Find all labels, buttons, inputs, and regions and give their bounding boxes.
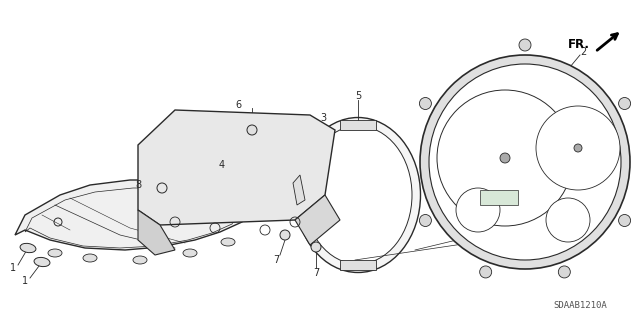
- Text: 5: 5: [355, 91, 361, 101]
- Polygon shape: [138, 110, 335, 225]
- Ellipse shape: [133, 256, 147, 264]
- Text: 6: 6: [235, 100, 241, 110]
- Circle shape: [574, 144, 582, 152]
- Text: 1: 1: [10, 263, 16, 273]
- Circle shape: [419, 98, 431, 109]
- Text: 7: 7: [313, 268, 319, 278]
- Circle shape: [619, 98, 630, 109]
- Text: 3: 3: [320, 113, 326, 123]
- Ellipse shape: [420, 55, 630, 269]
- Ellipse shape: [536, 106, 620, 190]
- Circle shape: [500, 153, 510, 163]
- Text: FR.: FR.: [568, 38, 590, 50]
- Ellipse shape: [183, 249, 197, 257]
- Circle shape: [519, 39, 531, 51]
- Circle shape: [311, 242, 321, 252]
- Ellipse shape: [83, 254, 97, 262]
- Text: 7: 7: [273, 255, 279, 265]
- Ellipse shape: [221, 238, 235, 246]
- Polygon shape: [15, 180, 248, 250]
- Circle shape: [479, 266, 492, 278]
- Text: SDAAB1210A: SDAAB1210A: [553, 300, 607, 309]
- Circle shape: [558, 266, 570, 278]
- Ellipse shape: [456, 188, 500, 232]
- Ellipse shape: [429, 64, 621, 260]
- Circle shape: [280, 230, 290, 240]
- Circle shape: [247, 125, 257, 135]
- Ellipse shape: [304, 126, 412, 264]
- Polygon shape: [340, 260, 376, 270]
- Circle shape: [619, 214, 630, 226]
- Ellipse shape: [34, 257, 50, 267]
- Text: 2: 2: [580, 47, 586, 57]
- Polygon shape: [138, 210, 175, 255]
- Polygon shape: [295, 195, 340, 245]
- Polygon shape: [480, 190, 518, 205]
- Ellipse shape: [546, 198, 590, 242]
- Ellipse shape: [20, 243, 36, 253]
- Text: 1: 1: [22, 276, 28, 286]
- Ellipse shape: [296, 117, 420, 272]
- Polygon shape: [340, 120, 376, 130]
- Ellipse shape: [48, 249, 62, 257]
- Text: 4: 4: [219, 160, 225, 170]
- Circle shape: [419, 214, 431, 226]
- Text: 8: 8: [135, 180, 141, 190]
- Polygon shape: [293, 175, 305, 205]
- Ellipse shape: [437, 90, 573, 226]
